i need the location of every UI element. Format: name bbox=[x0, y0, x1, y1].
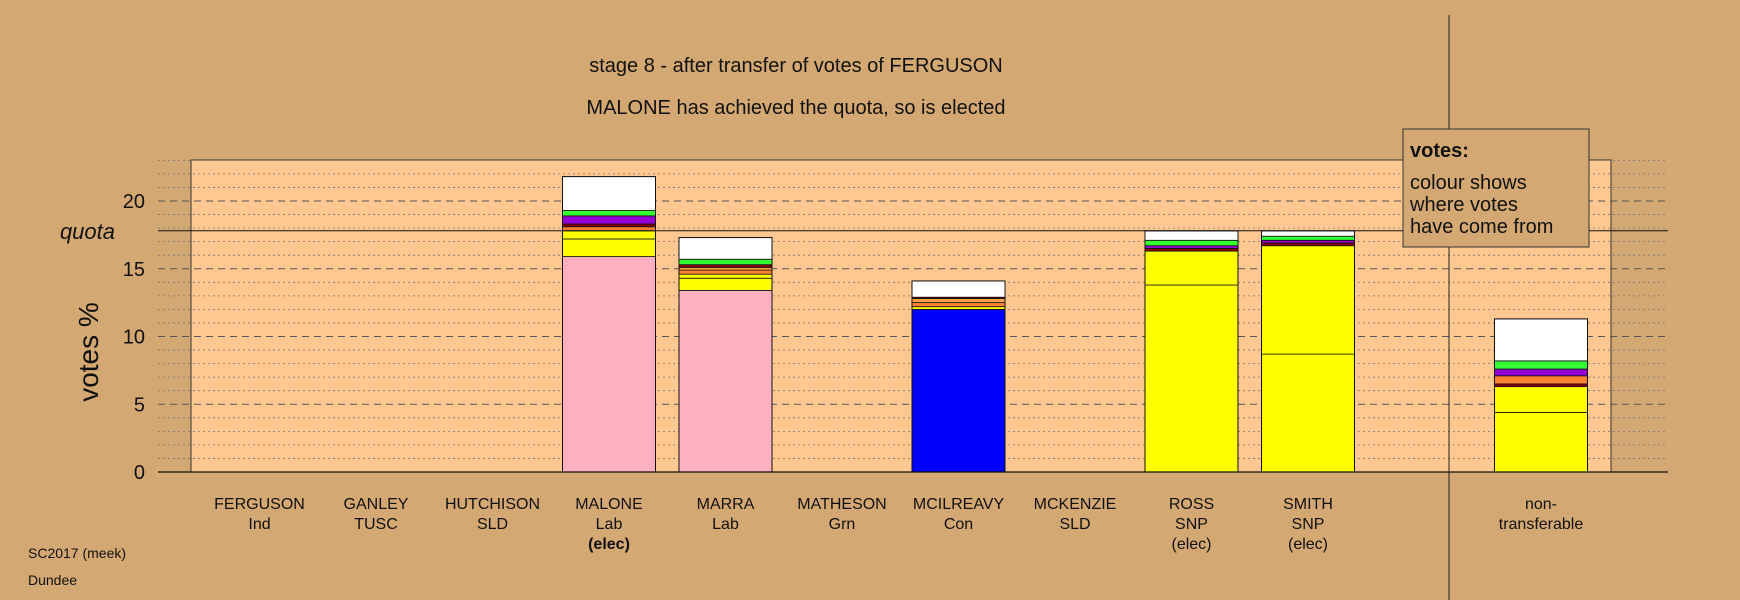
bar-segment bbox=[678, 273, 773, 279]
bars bbox=[562, 176, 1588, 473]
legend-line-2: where votes bbox=[1409, 194, 1518, 216]
bar-segment bbox=[1261, 242, 1355, 247]
x-tick-label: MARRA bbox=[697, 496, 755, 513]
x-tick-label: SNP bbox=[1292, 516, 1325, 533]
bar-segment bbox=[911, 302, 1006, 308]
bar-segment bbox=[1494, 368, 1588, 377]
bar-segment bbox=[562, 230, 656, 240]
x-tick-label: FERGUSON bbox=[214, 496, 305, 513]
bar-segment bbox=[911, 306, 1006, 310]
bar-segment bbox=[1494, 386, 1588, 413]
bar-segment bbox=[562, 215, 656, 225]
bar-segment bbox=[1144, 284, 1239, 473]
x-tick-label: (elec) bbox=[1171, 536, 1211, 553]
bar-segment bbox=[678, 277, 773, 291]
bar-segment bbox=[1494, 318, 1588, 362]
bar-segment bbox=[562, 176, 656, 211]
bar-segment bbox=[562, 256, 656, 473]
x-tick-label: (elec) bbox=[588, 536, 630, 553]
x-tick-label: (elec) bbox=[1288, 536, 1328, 553]
x-tick-label: MATHESON bbox=[797, 496, 886, 513]
bar-segment bbox=[1144, 250, 1239, 286]
x-tick-label: SMITH bbox=[1283, 496, 1333, 513]
bar-segment bbox=[678, 237, 773, 260]
footer-area: Dundee bbox=[28, 572, 77, 588]
bar-segment bbox=[1144, 245, 1239, 249]
x-tick-label: Con bbox=[944, 516, 973, 533]
bar-segment bbox=[678, 264, 773, 268]
x-tick-label: SNP bbox=[1175, 516, 1208, 533]
x-tick-label: TUSC bbox=[354, 516, 398, 533]
bar-segment bbox=[1144, 230, 1239, 241]
x-tick-label: Grn bbox=[829, 516, 856, 533]
y-tick-label: 15 bbox=[123, 259, 145, 281]
legend-line-1: colour shows bbox=[1410, 172, 1527, 194]
bar-segment bbox=[678, 290, 773, 473]
x-tick-label: ROSS bbox=[1169, 496, 1214, 513]
bar-segment bbox=[562, 210, 656, 217]
x-axis-labels: FERGUSON Ind GANLEY TUSC HUTCHISON SLD MALONE L… bbox=[214, 496, 1583, 553]
chart-title: stage 8 - after transfer of votes of FER… bbox=[589, 55, 1003, 77]
y-tick-label: 10 bbox=[123, 327, 145, 349]
bar-segment bbox=[678, 258, 773, 266]
y-axis-title: votes % bbox=[73, 302, 104, 402]
y-tick-label: 5 bbox=[134, 394, 145, 416]
bar-segment bbox=[911, 280, 1006, 298]
bar-segment bbox=[911, 308, 1006, 473]
legend-line-3: have come from bbox=[1410, 216, 1553, 238]
bar-segment bbox=[678, 266, 773, 271]
bar-segment bbox=[1494, 375, 1588, 385]
x-tick-label: non- bbox=[1525, 496, 1557, 513]
bar-segment bbox=[562, 226, 656, 232]
bar-segment bbox=[562, 238, 656, 257]
y-axis: 0 5 10 15 20 bbox=[123, 191, 145, 484]
plot-area bbox=[190, 159, 1612, 473]
legend-box: votes: colour shows where votes have com… bbox=[1402, 128, 1590, 248]
x-tick-label: Lab bbox=[712, 516, 739, 533]
x-tick-label: Lab bbox=[596, 516, 623, 533]
bar-segment bbox=[678, 269, 773, 275]
x-tick-label: MALONE bbox=[575, 496, 643, 513]
bar-segment bbox=[1494, 360, 1588, 370]
x-tick-label: SLD bbox=[477, 516, 508, 533]
bar-segment bbox=[1494, 411, 1588, 473]
bar-segment bbox=[1261, 235, 1355, 241]
y-tick-label: 0 bbox=[134, 462, 145, 484]
footer-source: SC2017 (meek) bbox=[28, 545, 126, 561]
x-tick-label: SLD bbox=[1059, 516, 1090, 533]
bar-segment bbox=[1261, 245, 1355, 355]
chart-subtitle: MALONE has achieved the quota, so is ele… bbox=[586, 97, 1005, 119]
bar-segment bbox=[1261, 230, 1355, 237]
bar-segment bbox=[1494, 383, 1588, 388]
bar-segment bbox=[1261, 239, 1355, 244]
bar-segment bbox=[1261, 353, 1355, 473]
x-tick-label: transferable bbox=[1499, 516, 1584, 533]
legend-title: votes: bbox=[1410, 140, 1469, 162]
x-tick-label: GANLEY bbox=[344, 496, 409, 513]
x-tick-label: MCILREAVY bbox=[913, 496, 1005, 513]
quota-label: quota bbox=[60, 219, 115, 244]
bar-segment bbox=[1144, 248, 1239, 252]
x-tick-label: HUTCHISON bbox=[445, 496, 540, 513]
y-tick-label: 20 bbox=[123, 191, 145, 213]
x-tick-label: Ind bbox=[248, 516, 270, 533]
bar-segment bbox=[562, 223, 656, 228]
bar-segment bbox=[1144, 239, 1239, 247]
bar-segment bbox=[911, 298, 1006, 304]
x-tick-label: MCKENZIE bbox=[1034, 496, 1117, 513]
